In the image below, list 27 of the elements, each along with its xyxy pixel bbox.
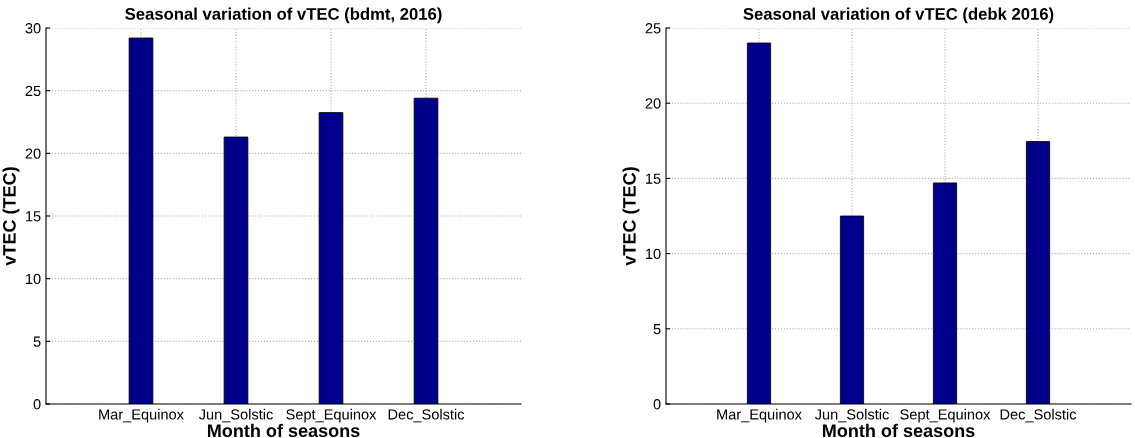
x-axis-title: Month of seasons	[207, 423, 360, 438]
y-axis-title: vTEC (TEC)	[622, 167, 640, 266]
y-tick-label: 0	[653, 399, 661, 410]
y-tick-label: 10	[26, 273, 41, 285]
x-tick-label: Dec_Solstic	[1000, 408, 1077, 423]
x-axis-title: Month of seasons	[822, 423, 975, 438]
chart-title: Seasonal variation of vTEC (bdmt, 2016)	[125, 7, 442, 24]
x-tick-label: Jun_Solstic	[814, 408, 889, 423]
y-tick-label: 15	[26, 211, 41, 222]
y-tick-label: 20	[25, 148, 41, 159]
x-tick-label: Mar_Equinox	[99, 408, 184, 423]
x-tick-label: Dec_Solstic	[388, 408, 465, 423]
chart-title: Seasonal variation of vTEC (debk 2016)	[743, 7, 1054, 24]
x-tick-label: Sept_Equinox	[286, 408, 377, 423]
y-tick-label: 0	[33, 399, 41, 410]
y-tick-label: 25	[25, 85, 41, 97]
y-tick-label: 15	[646, 173, 661, 184]
y-axis-title: vTEC (TEC)	[2, 167, 20, 266]
x-tick-label: Jun_Solstic	[198, 408, 273, 423]
y-tick-label: 5	[653, 324, 661, 335]
y-tick-label: 20	[645, 98, 661, 109]
y-tick-label: 10	[646, 248, 661, 260]
y-tick-label: 5	[33, 336, 41, 347]
y-tick-label: 30	[25, 23, 41, 34]
x-tick-label: Sept_Equinox	[900, 408, 991, 423]
x-tick-label: Mar_Equinox	[717, 408, 802, 423]
y-tick-label: 25	[645, 23, 661, 34]
